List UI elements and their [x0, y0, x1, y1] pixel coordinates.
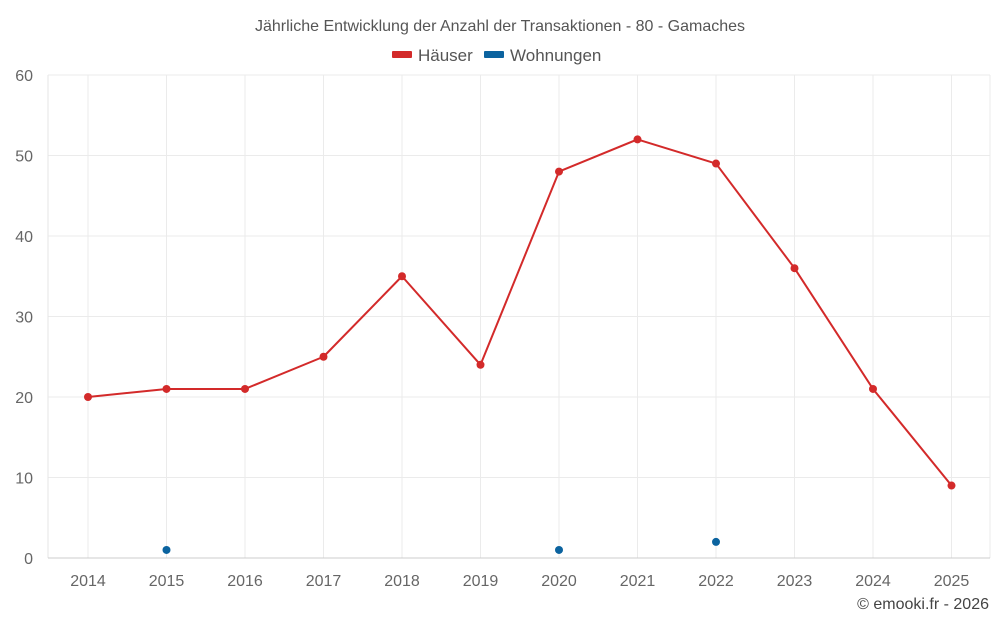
legend-swatch-haeuser: [392, 51, 412, 58]
y-tick-label: 0: [24, 551, 33, 568]
data-point-wohnungen[interactable]: [162, 545, 171, 554]
data-point-haeuser[interactable]: [790, 264, 799, 273]
data-point-haeuser[interactable]: [319, 352, 328, 361]
data-point-haeuser[interactable]: [633, 135, 642, 144]
x-tick-label: 2021: [620, 573, 656, 590]
data-point-haeuser[interactable]: [162, 384, 171, 393]
legend-item-wohnungen[interactable]: Wohnungen: [484, 46, 601, 65]
data-point-haeuser[interactable]: [241, 384, 249, 393]
grid: [48, 74, 990, 558]
series: [84, 135, 956, 554]
x-tick-label: 2025: [934, 573, 970, 590]
data-point-haeuser[interactable]: [947, 481, 956, 490]
chart-title: Jährliche Entwicklung der Anzahl der Tra…: [255, 18, 745, 35]
x-tick-label: 2018: [384, 573, 420, 590]
x-tick-label: 2017: [306, 573, 342, 590]
x-tick-label: 2014: [70, 573, 106, 590]
data-point-haeuser[interactable]: [476, 360, 485, 369]
y-tick-label: 20: [15, 390, 33, 407]
axes: 0 10 20 30 40 50 60 2014 2015 2016 2017 2018 2019 202…: [15, 68, 991, 590]
legend-swatch-wohnungen: [484, 51, 504, 58]
x-tick-label: 2022: [698, 573, 734, 590]
y-tick-label: 60: [15, 68, 33, 85]
data-point-haeuser[interactable]: [555, 167, 563, 176]
x-tick-label: 2015: [149, 573, 185, 590]
series-line-haeuser: [87, 138, 953, 487]
y-tick-label: 50: [15, 149, 33, 166]
data-point-haeuser[interactable]: [398, 272, 406, 281]
x-tick-label: 2016: [227, 573, 263, 590]
data-point-haeuser[interactable]: [869, 384, 877, 393]
copyright-text: © emooki.fr - 2026: [857, 596, 989, 613]
legend: Häuser Wohnungen: [392, 46, 601, 65]
x-tick-label: 2024: [855, 573, 891, 590]
data-point-wohnungen[interactable]: [712, 537, 720, 546]
data-point-wohnungen[interactable]: [555, 545, 563, 554]
y-tick-label: 40: [15, 229, 33, 246]
legend-item-haeuser[interactable]: Häuser: [392, 46, 473, 65]
x-tick-label: 2019: [463, 573, 499, 590]
data-point-haeuser[interactable]: [712, 159, 720, 168]
series-wohnungen: [162, 537, 720, 554]
x-tick-label: 2023: [777, 573, 813, 590]
legend-label-wohnungen: Wohnungen: [510, 46, 601, 65]
y-tick-label: 30: [15, 310, 33, 327]
series-haeuser: [84, 135, 956, 490]
y-tick-label: 10: [15, 471, 33, 488]
data-point-haeuser[interactable]: [84, 393, 92, 401]
x-tick-label: 2020: [541, 573, 577, 590]
legend-label-haeuser: Häuser: [418, 46, 473, 65]
